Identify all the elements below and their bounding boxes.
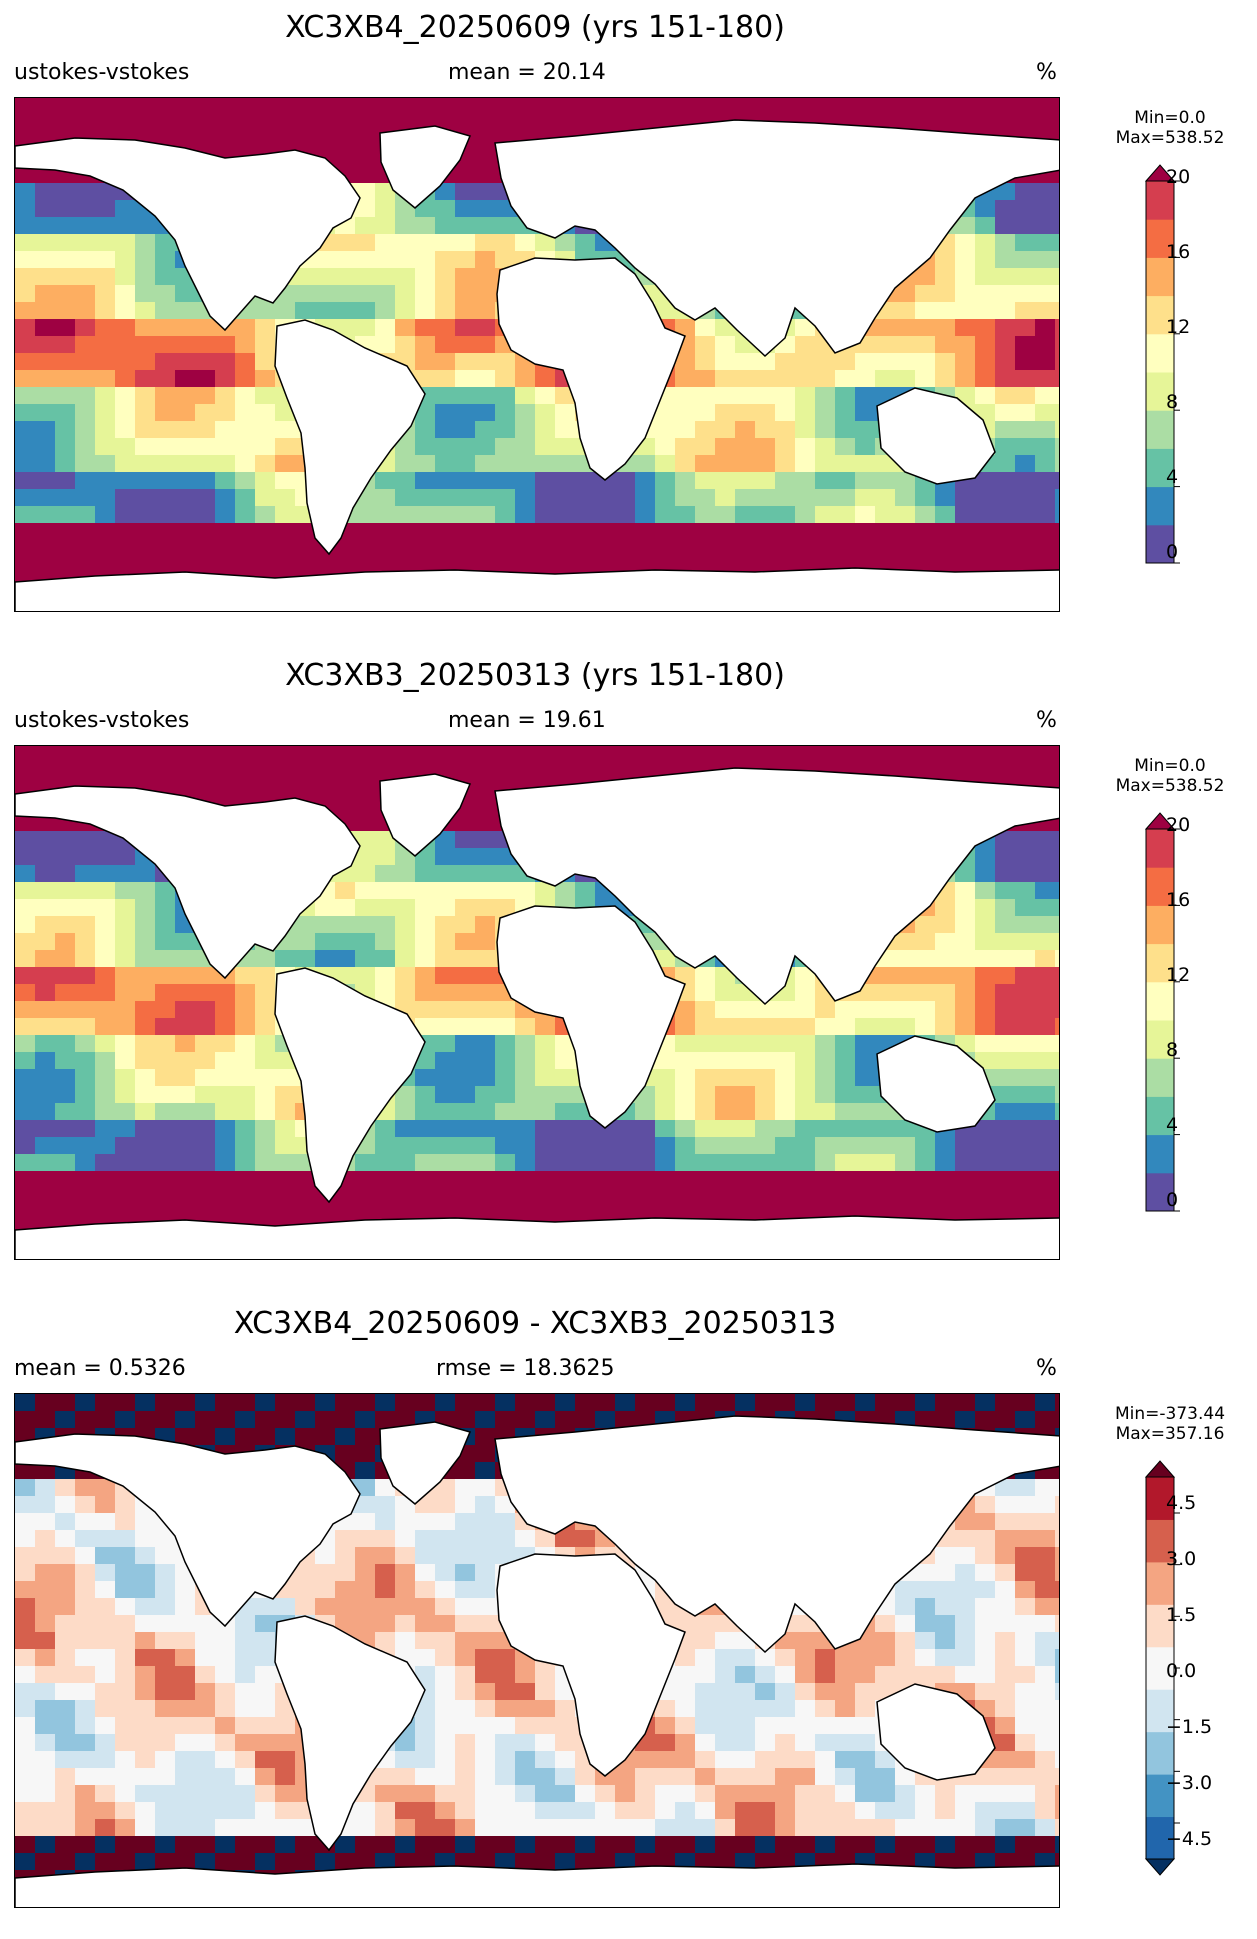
colorbar-tick: 16 bbox=[1166, 889, 1191, 911]
australia bbox=[876, 387, 996, 485]
colorbar-tick: 12 bbox=[1166, 316, 1191, 338]
colorbar-min: Min=0.0 bbox=[1134, 756, 1206, 776]
colorbar-bands bbox=[1144, 812, 1180, 1212]
colorbar-tick: 3.0 bbox=[1166, 1548, 1197, 1570]
panel-title: XC3XB4_20250609 (yrs 151-180) bbox=[285, 10, 785, 45]
south-america bbox=[274, 1615, 426, 1852]
colorbar-min: Min=-373.44 bbox=[1114, 1404, 1226, 1424]
units-label: % bbox=[1036, 708, 1057, 733]
units-label: % bbox=[1036, 1356, 1057, 1381]
panel-title: XC3XB3_20250313 (yrs 151-180) bbox=[285, 658, 785, 693]
australia bbox=[876, 1035, 996, 1133]
colorbar-tick: −3.0 bbox=[1166, 1772, 1213, 1794]
continents bbox=[15, 767, 1059, 1259]
colorbar-tick: 8 bbox=[1166, 391, 1179, 413]
eurasia bbox=[494, 1415, 1059, 1654]
mean-label: mean = 20.14 bbox=[448, 60, 606, 85]
variable-label: ustokes-vstokes bbox=[14, 708, 190, 733]
colorbar-tick: −1.5 bbox=[1166, 1716, 1213, 1738]
colorbar-tick: 0 bbox=[1166, 1189, 1179, 1211]
colorbar-tick: 1.5 bbox=[1166, 1604, 1197, 1626]
colorbar-tick: 4 bbox=[1166, 1114, 1179, 1136]
world-map bbox=[14, 745, 1060, 1260]
africa bbox=[496, 905, 686, 1129]
world-map bbox=[14, 97, 1060, 612]
colorbar-max: Max=538.52 bbox=[1115, 128, 1225, 148]
colorbar-tick: 8 bbox=[1166, 1039, 1179, 1061]
north-america bbox=[15, 1433, 361, 1628]
colorbar-tick: 4.5 bbox=[1166, 1492, 1197, 1514]
colorbar-tick: 16 bbox=[1166, 241, 1191, 263]
colorbar-tick: 4 bbox=[1166, 466, 1179, 488]
australia bbox=[876, 1683, 996, 1781]
panel-title: XC3XB4_20250609 - XC3XB3_20250313 bbox=[233, 1306, 837, 1341]
units-label: % bbox=[1036, 60, 1057, 85]
colorbar-tick: 20 bbox=[1166, 814, 1191, 836]
continents bbox=[15, 119, 1059, 611]
greenland bbox=[379, 773, 472, 857]
greenland bbox=[379, 125, 472, 209]
eurasia bbox=[494, 767, 1059, 1006]
colorbar-max: Max=357.16 bbox=[1115, 1424, 1225, 1444]
colorbar-tick: 0 bbox=[1166, 541, 1179, 563]
africa bbox=[496, 257, 686, 481]
south-america bbox=[274, 319, 426, 556]
colorbar-tick: 12 bbox=[1166, 964, 1191, 986]
colorbar-tick: 20 bbox=[1166, 166, 1191, 188]
mean-label: mean = 19.61 bbox=[448, 708, 606, 733]
colorbar-max: Max=538.52 bbox=[1115, 776, 1225, 796]
continents bbox=[15, 1415, 1059, 1907]
colorbar-tick: −4.5 bbox=[1166, 1828, 1213, 1850]
colorbar-tick: 0.0 bbox=[1166, 1660, 1197, 1682]
colorbar-bands bbox=[1144, 1460, 1180, 1876]
variable-label: ustokes-vstokes bbox=[14, 60, 190, 85]
south-america bbox=[274, 967, 426, 1204]
north-america bbox=[15, 137, 361, 332]
colorbar-bands bbox=[1144, 164, 1180, 564]
mean-label: mean = 0.5326 bbox=[14, 1356, 186, 1381]
north-america bbox=[15, 785, 361, 980]
africa bbox=[496, 1553, 686, 1777]
antarctica bbox=[15, 567, 1059, 611]
colorbar-min: Min=0.0 bbox=[1134, 108, 1206, 128]
eurasia bbox=[494, 119, 1059, 358]
antarctica bbox=[15, 1215, 1059, 1259]
greenland bbox=[379, 1421, 472, 1505]
world-map bbox=[14, 1393, 1060, 1908]
antarctica bbox=[15, 1863, 1059, 1907]
rmse-label: rmse = 18.3625 bbox=[436, 1356, 615, 1381]
